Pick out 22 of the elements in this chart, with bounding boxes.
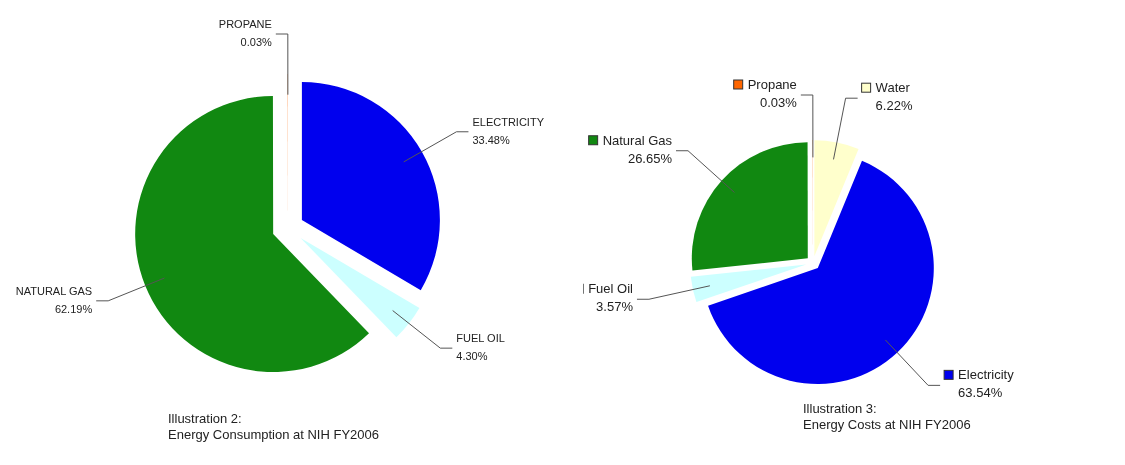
data-label: 62.19% (54, 302, 93, 315)
data-label: 0.03% (759, 95, 798, 110)
data-label: 26.65% (627, 150, 673, 166)
slice-label: FUEL OIL (456, 332, 505, 345)
legend-label: Water (875, 80, 911, 96)
data-label: 3.57% (596, 299, 634, 315)
legend-label: Electricity (958, 367, 1015, 383)
slice-label: ELECTRICITY (472, 115, 545, 128)
data-label: 0.03% (240, 36, 273, 48)
data-label: 6.22% (875, 98, 913, 114)
text: Energy Consumption at NIH FY2006 (168, 427, 379, 442)
legend-label: Fuel Oil (588, 281, 634, 297)
legend-label: Natural Gas (602, 132, 673, 148)
text: Illustration 3: (803, 401, 877, 416)
legend-label: Propane (747, 77, 797, 92)
text: Energy Costs at NIH FY2006 (803, 417, 971, 432)
text: Illustration 2: (168, 411, 242, 426)
slice-label: PROPANE (218, 18, 272, 30)
data-label: 4.30% (456, 350, 488, 363)
data-label: 33.48% (472, 133, 510, 146)
data-label: 63.54% (958, 385, 1003, 401)
slice-label: NATURAL GAS (15, 284, 93, 297)
